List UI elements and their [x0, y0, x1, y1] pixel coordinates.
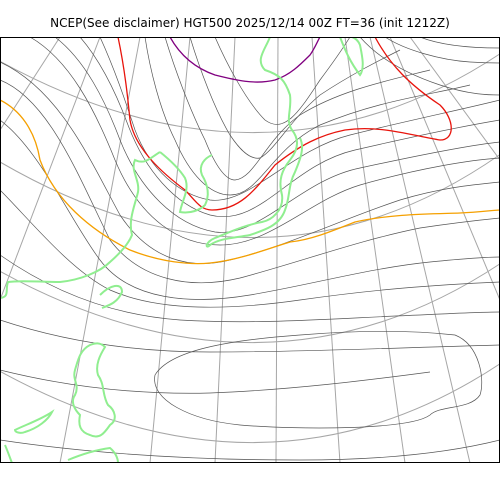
graticule-meridians — [0, 37, 500, 463]
coastlines — [0, 37, 364, 463]
contour-orange — [0, 99, 500, 265]
contour-red — [117, 37, 452, 211]
figure-title: NCEP(See disclaimer) HGT500 2025/12/14 0… — [50, 16, 450, 30]
contour-purple — [169, 37, 321, 83]
graticule-parallels — [0, 53, 500, 444]
